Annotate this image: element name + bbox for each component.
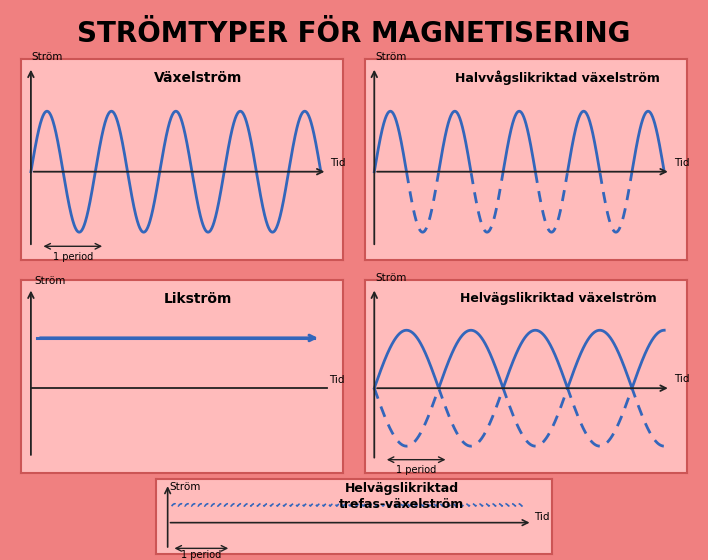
Text: Tid: Tid [329, 375, 344, 385]
Text: Tid: Tid [535, 512, 550, 522]
Text: Tid: Tid [331, 158, 346, 167]
Text: Tid: Tid [674, 158, 689, 167]
Text: Ström: Ström [375, 273, 406, 283]
Text: Likström: Likström [164, 292, 233, 306]
Text: Halvvågslikriktad växelström: Halvvågslikriktad växelström [455, 71, 661, 86]
Text: Helvägslikriktad
trefas-växelström: Helvägslikriktad trefas-växelström [339, 482, 464, 511]
Text: Ström: Ström [375, 52, 406, 62]
Text: 1 period: 1 period [52, 253, 93, 262]
Text: Växelström: Växelström [154, 71, 243, 85]
Text: Ström: Ström [32, 52, 63, 62]
Text: Helvägslikriktad växelström: Helvägslikriktad växelström [459, 292, 656, 305]
Text: Ström: Ström [34, 276, 66, 286]
Text: 1 period: 1 period [181, 550, 222, 560]
Text: STRÖMTYPER FÖR MAGNETISERING: STRÖMTYPER FÖR MAGNETISERING [77, 20, 631, 48]
Text: Ström: Ström [170, 482, 201, 492]
Text: Tid: Tid [674, 374, 689, 384]
Text: 1 period: 1 period [396, 465, 436, 475]
